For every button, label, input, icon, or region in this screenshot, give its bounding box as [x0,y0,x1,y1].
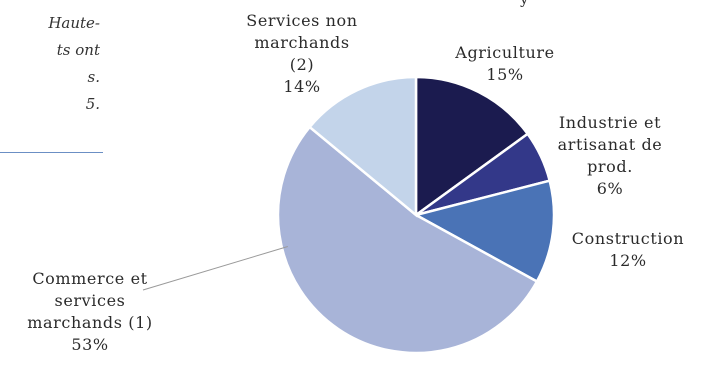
pie-labels: Agriculture 15% Industrie et artisanat de pr… [27,11,684,354]
slice-category-label: Industrie et [559,113,661,132]
slice-category-label: services [55,291,126,310]
slice-category-label: artisanat de [558,135,663,154]
slice-category-label: marchands (1) [27,313,152,332]
leader-line [142,246,288,291]
side-text-line: 5. [85,95,100,113]
slice-category-label: Services non [246,11,357,30]
slice-value-label: 15% [486,65,523,84]
top-text-fragment: y [520,0,528,8]
slice-category-label: (2) [290,55,314,74]
slice-category-label: marchands [254,33,349,52]
side-text-line: ts ont [56,41,100,59]
slice-category-label: prod. [587,157,633,176]
slice-category-label: Commerce et [32,269,147,288]
side-text-line: Haute- [48,14,100,32]
side-text-line: s. [87,68,100,86]
pie-slice [414,75,530,218]
pie-slice [307,75,418,218]
slice-value-label: 53% [71,335,108,354]
slice-value-label: 6% [597,179,624,198]
slice-category-label: Construction [572,229,684,248]
pie-slices [276,75,556,355]
slice-value-label: 14% [283,77,320,96]
slice-category-label: Agriculture [454,43,554,62]
slice-value-label: 12% [609,251,646,270]
side-divider-line [0,152,103,153]
pie-slice [276,125,539,355]
pie-slice [412,179,556,284]
side-text-fragment: Haute- ts ont s. 5. [0,10,100,118]
